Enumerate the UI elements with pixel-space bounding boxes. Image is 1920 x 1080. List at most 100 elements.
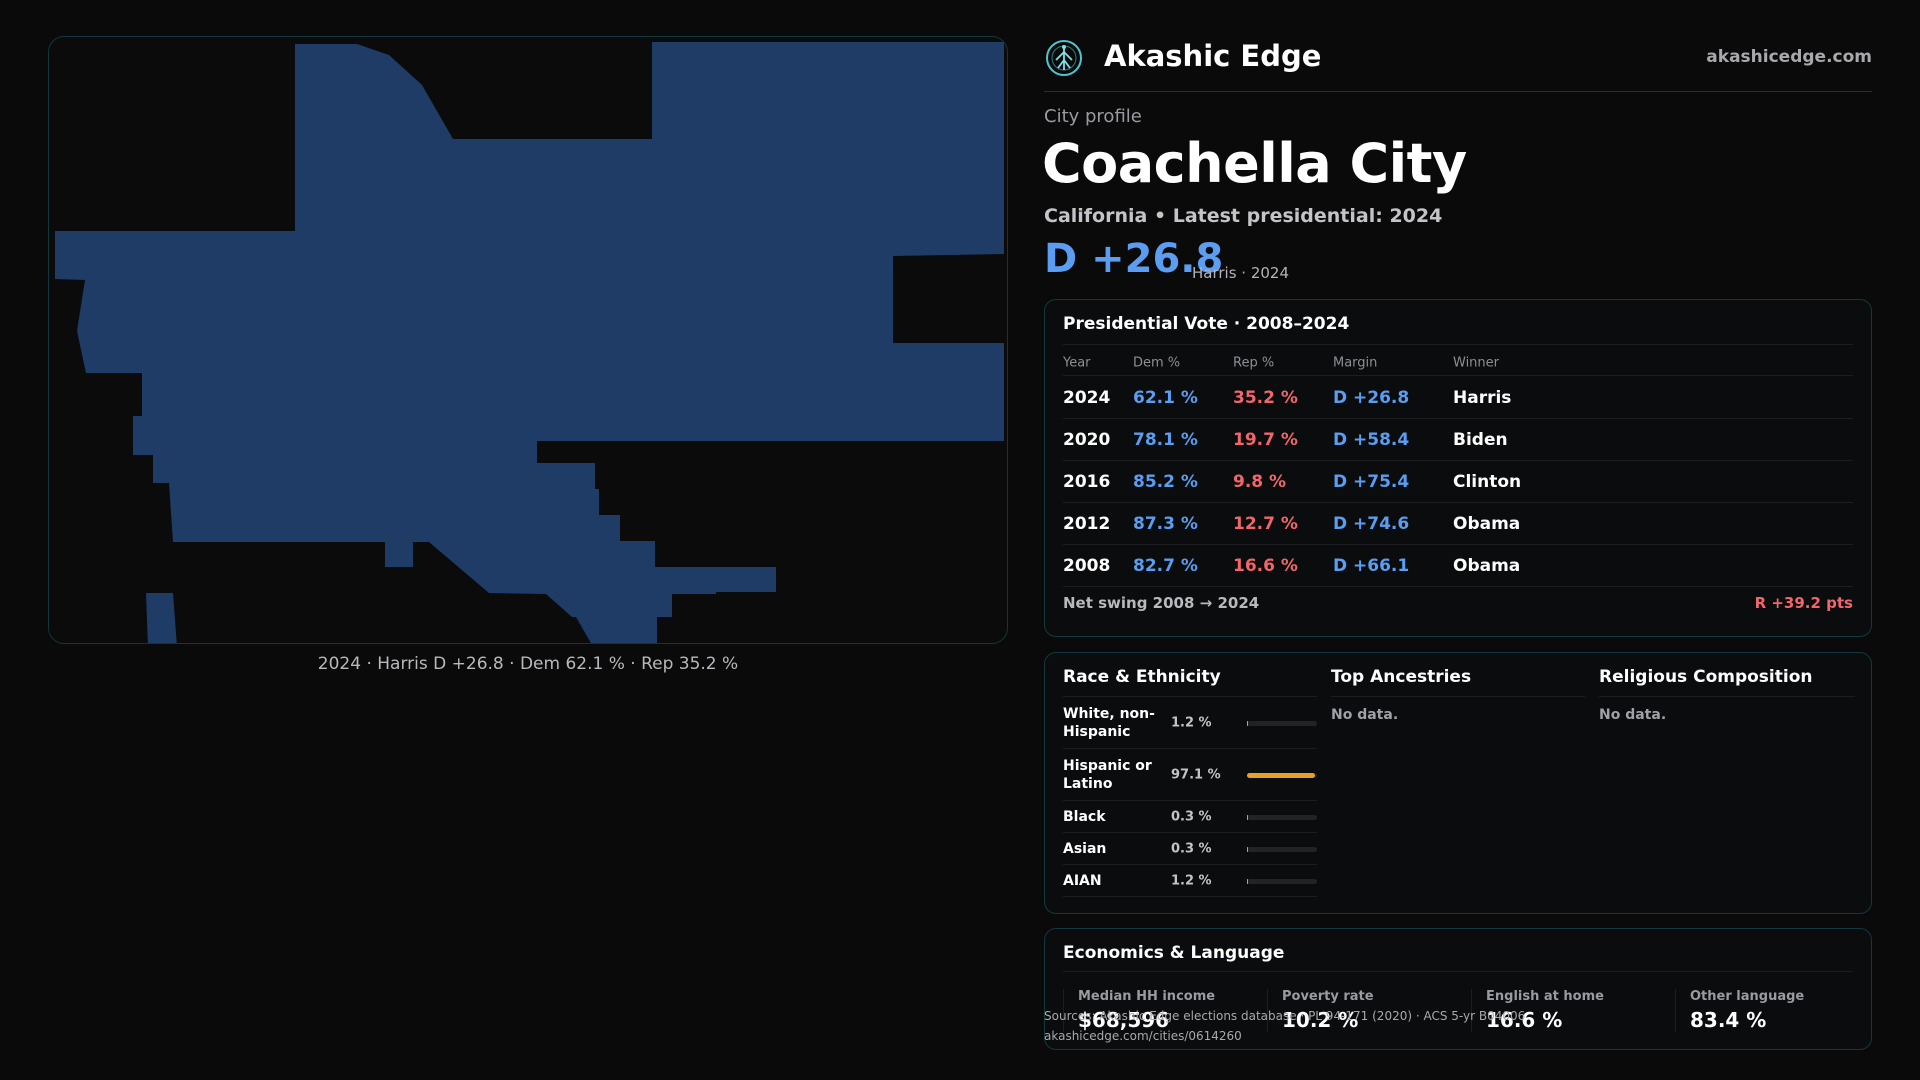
cell-margin: D +58.4 — [1333, 429, 1410, 450]
city-map[interactable] — [48, 36, 1008, 644]
city-boundary-shape — [55, 42, 1004, 643]
cell-year: 2008 — [1063, 555, 1111, 576]
cell-dem: 78.1 % — [1133, 429, 1198, 450]
table-row: 2012 87.3 % 12.7 % D +74.6 Obama — [1063, 503, 1853, 545]
race-percent: 0.3 % — [1171, 841, 1212, 856]
economics-card: Economics & Language Median HH income $6… — [1044, 928, 1872, 1050]
cell-margin: D +75.4 — [1333, 471, 1410, 492]
cell-margin: D +66.1 — [1333, 555, 1410, 576]
site-url[interactable]: akashicedge.com — [1706, 47, 1872, 67]
cell-year: 2024 — [1063, 387, 1111, 408]
source-note: Sources: Akashic Edge elections database… — [1044, 1009, 1526, 1023]
religion-section: Religious Composition No data. — [1599, 667, 1855, 723]
cell-dem: 82.7 % — [1133, 555, 1198, 576]
section-title: Top Ancestries — [1331, 667, 1585, 697]
site-header: Akashic Edge akashicedge.com — [1044, 36, 1872, 92]
city-boundary-map — [55, 42, 1004, 643]
race-bar — [1247, 720, 1317, 726]
race-label: Hispanic or Latino — [1063, 757, 1152, 792]
cell-margin: D +26.8 — [1333, 387, 1410, 408]
cell-year: 2016 — [1063, 471, 1111, 492]
card-title: Presidential Vote · 2008–2024 — [1063, 314, 1350, 334]
tree-of-life-icon[interactable] — [1044, 38, 1084, 78]
column-header-year: Year — [1063, 355, 1091, 370]
section-title: Religious Composition — [1599, 667, 1855, 697]
race-bar-fill — [1247, 772, 1315, 778]
race-label: Black — [1063, 808, 1106, 825]
cell-rep: 9.8 % — [1233, 471, 1287, 492]
page-title: Coachella City — [1042, 132, 1467, 195]
stat-median-income: Median HH income $68,596 — [1063, 989, 1253, 1032]
stat-english-at-home: English at home 16.6 % — [1471, 989, 1661, 1032]
stat-value: 83.4 % — [1690, 1008, 1767, 1032]
race-ethnicity-section: Race & Ethnicity White, non-Hispanic 1.2… — [1063, 667, 1317, 897]
race-row: Asian 0.3 % — [1063, 833, 1317, 865]
stat-poverty-rate: Poverty rate 10.2 % — [1267, 989, 1457, 1032]
cell-dem: 85.2 % — [1133, 471, 1198, 492]
race-bar-fill — [1247, 878, 1248, 884]
table-row: 2020 78.1 % 19.7 % D +58.4 Biden — [1063, 419, 1853, 461]
race-row: AIAN 1.2 % — [1063, 865, 1317, 897]
stat-other-language: Other language 83.4 % — [1675, 989, 1865, 1032]
ancestries-section: Top Ancestries No data. — [1331, 667, 1585, 723]
race-bar-fill — [1247, 720, 1248, 726]
race-label: AIAN — [1063, 872, 1102, 889]
race-percent: 1.2 % — [1171, 715, 1212, 730]
empty-state: No data. — [1331, 707, 1399, 723]
cell-winner: Obama — [1453, 555, 1521, 576]
divider — [1063, 971, 1853, 972]
race-percent: 0.3 % — [1171, 809, 1212, 824]
table-row: 2016 85.2 % 9.8 % D +75.4 Clinton — [1063, 461, 1853, 503]
footer: Sources: Akashic Edge elections database… — [1044, 1006, 1525, 1046]
table-row: 2008 82.7 % 16.6 % D +66.1 Obama — [1063, 545, 1853, 587]
stat-label: Poverty rate — [1282, 989, 1374, 1004]
race-percent: 1.2 % — [1171, 873, 1212, 888]
cell-year: 2012 — [1063, 513, 1111, 534]
column-header-dem: Dem % — [1133, 355, 1181, 370]
cell-rep: 16.6 % — [1233, 555, 1298, 576]
race-bar — [1247, 772, 1317, 778]
brand-name[interactable]: Akashic Edge — [1104, 39, 1322, 73]
page-subtitle: California • Latest presidential: 2024 — [1044, 205, 1443, 227]
cell-winner: Biden — [1453, 429, 1508, 450]
cell-winner: Harris — [1453, 387, 1512, 408]
section-title: Race & Ethnicity — [1063, 667, 1317, 697]
cell-winner: Clinton — [1453, 471, 1522, 492]
page-kicker: City profile — [1044, 106, 1142, 127]
net-swing-label: Net swing 2008 → 2024 — [1063, 594, 1260, 612]
presidential-vote-card: Presidential Vote · 2008–2024 Year Dem %… — [1044, 299, 1872, 637]
cell-winner: Obama — [1453, 513, 1521, 534]
stat-label: Other language — [1690, 989, 1805, 1004]
demographics-card: Race & Ethnicity White, non-Hispanic 1.2… — [1044, 652, 1872, 914]
cell-rep: 19.7 % — [1233, 429, 1298, 450]
cell-rep: 12.7 % — [1233, 513, 1298, 534]
stat-label: Median HH income — [1078, 989, 1216, 1004]
race-bar — [1247, 878, 1317, 884]
stat-value: 10.2 % — [1282, 1008, 1359, 1032]
cell-dem: 62.1 % — [1133, 387, 1198, 408]
net-swing-value: R +39.2 pts — [1754, 594, 1853, 612]
stat-value: $68,596 — [1078, 1008, 1170, 1032]
race-label: Asian — [1063, 840, 1107, 857]
cell-rep: 35.2 % — [1233, 387, 1298, 408]
stat-value: 16.6 % — [1486, 1008, 1563, 1032]
cell-year: 2020 — [1063, 429, 1111, 450]
headline-margin-note: Harris · 2024 — [1192, 264, 1290, 282]
column-header-rep: Rep % — [1233, 355, 1275, 370]
card-title: Economics & Language — [1063, 943, 1285, 963]
race-row: Hispanic or Latino 97.1 % — [1063, 749, 1317, 801]
cell-margin: D +74.6 — [1333, 513, 1410, 534]
race-row: White, non-Hispanic 1.2 % — [1063, 697, 1317, 749]
stat-label: English at home — [1486, 989, 1604, 1004]
race-row: Black 0.3 % — [1063, 801, 1317, 833]
table-header: Year Dem % Rep % Margin Winner — [1063, 350, 1853, 376]
divider — [1063, 344, 1853, 345]
empty-state: No data. — [1599, 707, 1667, 723]
race-bar — [1247, 814, 1317, 820]
page-url[interactable]: akashicedge.com/cities/0614260 — [1044, 1029, 1242, 1043]
column-header-margin: Margin — [1333, 355, 1378, 370]
cell-dem: 87.3 % — [1133, 513, 1198, 534]
table-row: 2024 62.1 % 35.2 % D +26.8 Harris — [1063, 377, 1853, 419]
race-label: White, non-Hispanic — [1063, 705, 1155, 740]
map-caption: 2024 · Harris D +26.8 · Dem 62.1 % · Rep… — [317, 654, 739, 674]
